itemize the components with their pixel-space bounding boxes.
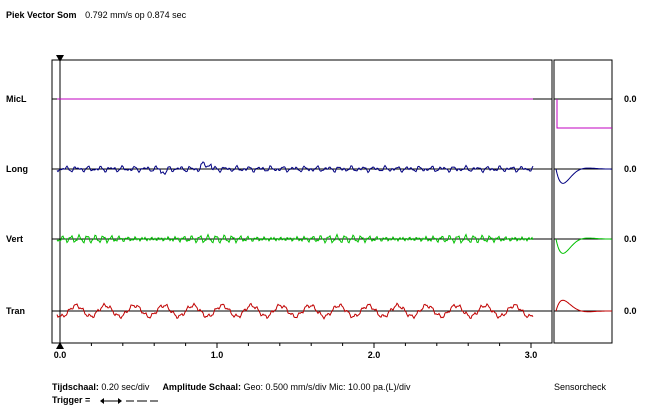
trigger-label: Trigger = [52, 395, 91, 405]
peak-vector-sum-value: 0.792 mm/s op 0.874 sec [85, 10, 187, 20]
tick-label-2: 2.0 [368, 350, 381, 360]
scale-info: Tijdschaal: 0.20 sec/div Amplitude Schaa… [52, 382, 411, 392]
channel-value-long: 0.0 [624, 164, 637, 174]
sensorcheck-label: Sensorcheck [554, 382, 607, 392]
channel-label-micl: MicL [6, 94, 27, 104]
main-plot-frame [51, 59, 553, 344]
long-waveform [56, 161, 534, 176]
peak-vector-sum-label: Piek Vector Som [6, 10, 77, 20]
channel-label-tran: Tran [6, 306, 26, 316]
time-axis [59, 343, 532, 348]
tran-waveform [56, 302, 534, 320]
channel-label-vert: Vert [6, 234, 24, 244]
tick-label-0: 0.0 [54, 350, 67, 360]
timescale-value: 0.20 sec/div [101, 382, 150, 392]
timescale-label: Tijdschaal: [52, 382, 99, 392]
sensorcheck-frame [553, 59, 613, 344]
tick-label-1: 1.0 [211, 350, 224, 360]
channel-value-micl: 0.0 [624, 94, 637, 104]
channel-value-tran: 0.0 [624, 306, 637, 316]
sc-long-response [555, 167, 612, 184]
peak-vector-sum: Piek Vector Som 0.792 mm/s op 0.874 sec [6, 10, 186, 20]
sc-micl-response [556, 99, 612, 129]
amplitude-value: Geo: 0.500 mm/s/div Mic: 10.00 pa.(L)/di… [243, 382, 411, 392]
amplitude-label: Amplitude Schaal: [162, 382, 241, 392]
channel-value-vert: 0.0 [624, 234, 637, 244]
trigger-symbol [100, 398, 158, 404]
sc-vert-response [555, 237, 612, 254]
vert-waveform [56, 233, 534, 245]
sc-tran-response [555, 299, 612, 313]
trigger-marker-top[interactable] [56, 55, 64, 62]
tick-label-3: 3.0 [525, 350, 538, 360]
channel-label-long: Long [6, 164, 28, 174]
